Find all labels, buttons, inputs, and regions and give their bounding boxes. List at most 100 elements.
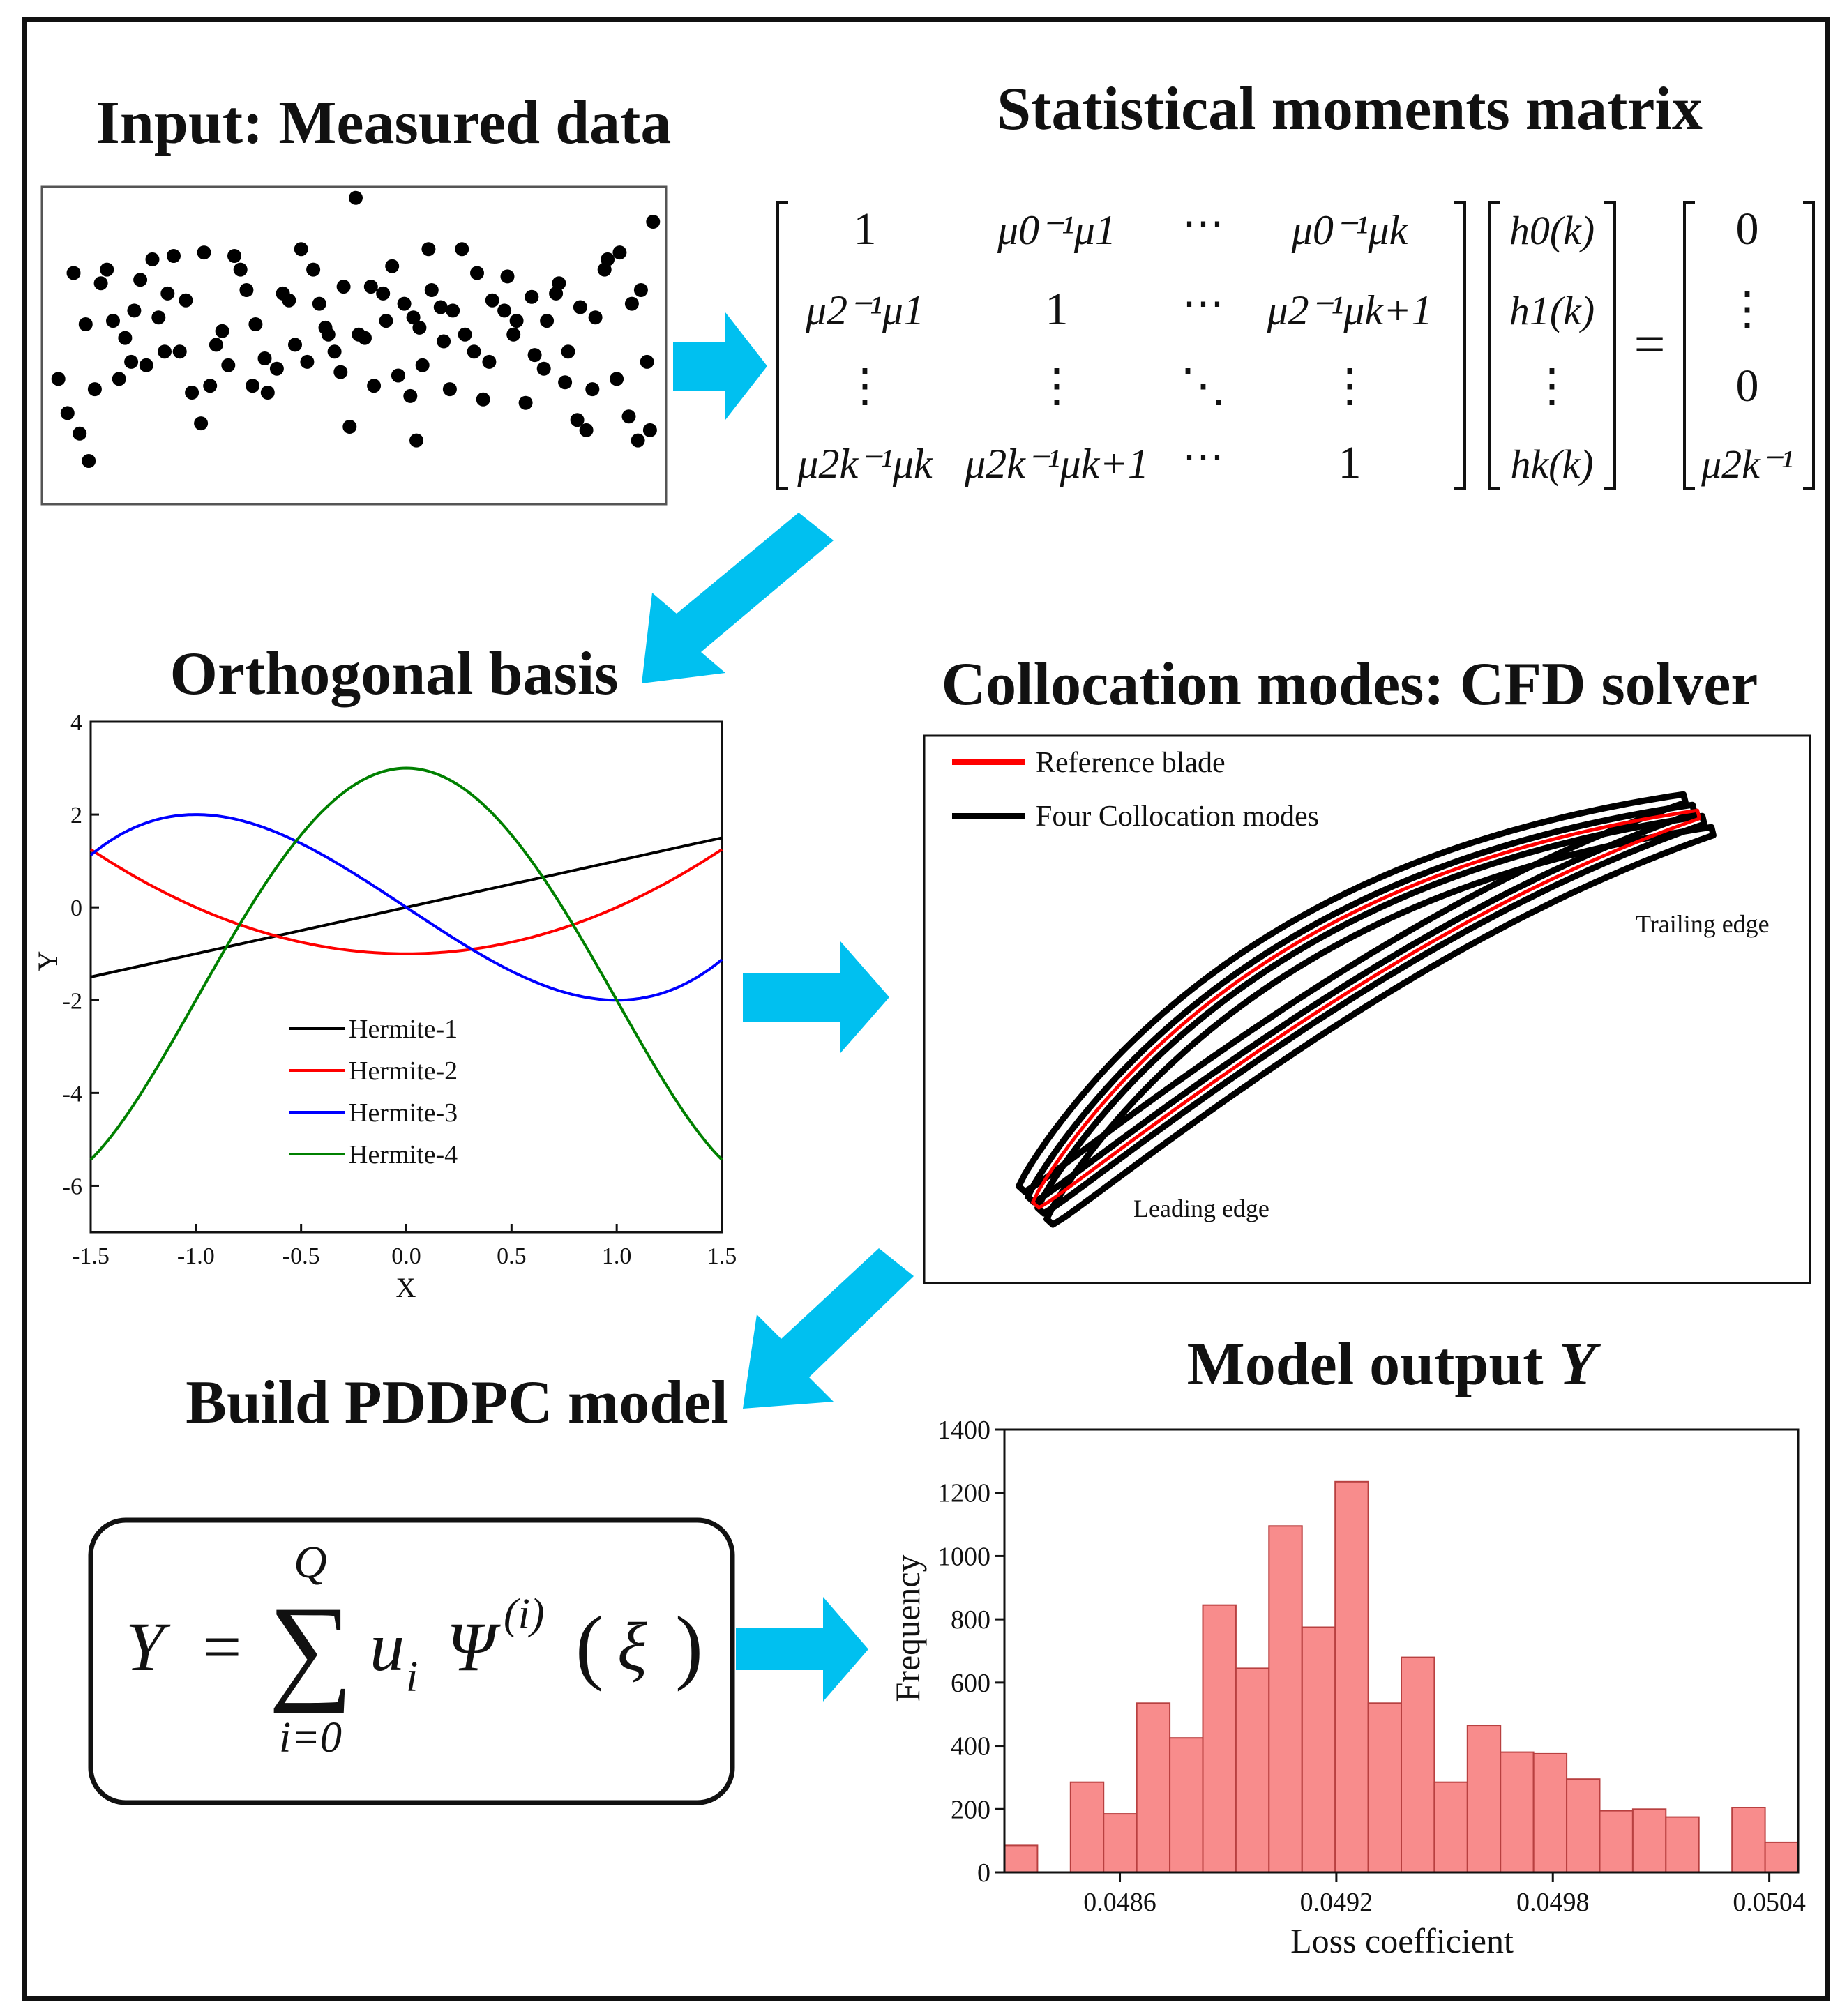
scatter-point — [500, 269, 515, 284]
hermite-legend-label: Hermite-4 — [349, 1140, 458, 1169]
scatter-point — [194, 416, 209, 431]
hermite-y-label: Y — [32, 951, 63, 971]
histogram-x-tick-label: 0.0498 — [1516, 1888, 1590, 1917]
histogram-bar — [1367, 1702, 1402, 1874]
histogram-bars — [1004, 1480, 1800, 1874]
scatter-point — [415, 358, 430, 372]
matrix-cell-1-3: μ2⁻¹μk+1 — [1266, 287, 1432, 333]
equation-psi-superscript: (i) — [504, 1591, 545, 1638]
scatter-point — [300, 354, 315, 369]
scatter-point — [518, 395, 533, 410]
histogram-chart: 0.0486 0.0492 0.0498 0.0504 0 200 400 600 800 100… — [888, 1416, 1806, 1960]
hermite-x-tick-label: 0.5 — [497, 1243, 527, 1269]
scatter-point — [485, 293, 499, 308]
blade-panel: Reference blade Four Collocation modes T… — [923, 734, 1811, 1284]
rhs-1: ⋮ — [1724, 284, 1770, 335]
scatter-point — [561, 344, 575, 359]
scatter-point — [60, 406, 75, 420]
vector-h-right-bracket — [1604, 201, 1616, 490]
histogram-bar — [1599, 1810, 1634, 1874]
matrix-equals-sign: = — [1634, 314, 1665, 375]
matrix-cell-3-1: μ2k⁻¹μk+1 — [964, 441, 1149, 487]
hermite-legend-label: Hermite-3 — [349, 1098, 458, 1128]
scatter-point — [597, 262, 612, 277]
scatter-point — [124, 354, 139, 369]
scatter-point — [570, 413, 585, 427]
basis-title: Orthogonal basis — [169, 640, 618, 708]
histogram-y-tick-label: 1400 — [937, 1416, 990, 1445]
scatter-point — [321, 327, 336, 342]
matrix-cell-0-2: ⋯ — [1182, 200, 1224, 246]
scatter-point — [106, 314, 120, 328]
scatter-point — [139, 358, 153, 372]
scatter-point — [87, 382, 102, 397]
moments-matrix: 1 μ0⁻¹μ1 ⋯ μ0⁻¹μk μ2⁻¹μ1 1 ⋯ μ2⁻¹μk+1 ⋮ … — [776, 200, 1815, 490]
arrow-cfd-to-build — [743, 1248, 914, 1409]
hermite-x-tick-label: 1.5 — [707, 1243, 737, 1269]
hermite-plot-frame — [89, 720, 723, 1234]
histogram-plot-frame — [1003, 1428, 1800, 1874]
collocation-mode-blade — [1043, 824, 1717, 1228]
output-title: Model output Y — [1187, 1331, 1601, 1398]
equation-xi: ξ — [617, 1608, 647, 1685]
equation-lhs: Y — [126, 1608, 171, 1685]
scatter-point — [525, 289, 539, 304]
scatter-point — [433, 300, 448, 314]
hermite-x-tick-label: 1.0 — [602, 1243, 632, 1269]
histogram-bar — [1268, 1525, 1303, 1874]
equation-sum-lower: i=0 — [279, 1714, 342, 1761]
scatter-point — [288, 338, 302, 352]
collocation-mode-blade — [1016, 791, 1689, 1195]
matrix-cell-1-1: 1 — [1046, 284, 1069, 335]
scatter-point — [424, 283, 439, 297]
scatter-point — [209, 338, 223, 352]
rhs-2: 0 — [1736, 361, 1759, 411]
scatter-point — [78, 317, 93, 331]
hermite-x-tick-label: -1.0 — [177, 1243, 215, 1269]
histogram-bar — [1004, 1844, 1039, 1873]
vector-h-1: h1(k) — [1509, 288, 1595, 333]
hermite-x-tick-label: -1.5 — [72, 1243, 110, 1269]
hermite-ticks: -1.5 -1.0 -0.5 0.0 0.5 1.0 1.5 4 2 0 -2 -4 -6 — [63, 710, 737, 1269]
scatter-point — [385, 259, 400, 273]
input-title: Input: Measured data — [96, 89, 672, 157]
equation-psi: Ψ — [446, 1608, 501, 1685]
vector-h-left-bracket — [1488, 201, 1500, 490]
scatter-point — [333, 365, 348, 379]
hermite-series-4 — [89, 766, 723, 1161]
histogram-bar — [1466, 1725, 1502, 1874]
scatter-point — [100, 262, 114, 277]
scatter-point — [376, 286, 391, 301]
scatter-point — [409, 433, 423, 448]
matrix-cell-1-0: μ2⁻¹μ1 — [805, 287, 924, 333]
equation-open-paren: ( — [575, 1599, 603, 1692]
hermite-chart: -1.5 -1.0 -0.5 0.0 0.5 1.0 1.5 4 2 0 -2 -4 -6 X Y He… — [32, 710, 737, 1303]
scatter-point — [342, 420, 357, 434]
histogram-y-tick-label: 1200 — [937, 1479, 990, 1508]
histogram-y-tick-label: 400 — [951, 1732, 990, 1761]
scatter-point — [624, 296, 639, 311]
scatter-point — [276, 286, 290, 301]
scatter-point — [406, 310, 421, 325]
scatter-point — [363, 280, 378, 294]
histogram-x-label: Loss coefficient — [1290, 1921, 1514, 1960]
scatter-point — [549, 286, 564, 301]
scatter-point — [118, 331, 133, 345]
flow-arrows — [642, 312, 914, 1702]
scatter-point — [585, 382, 600, 397]
scatter-point — [610, 372, 624, 386]
histogram-y-tick-label: 600 — [951, 1669, 990, 1698]
histogram-bar — [1401, 1656, 1435, 1874]
vector-h-2: ⋮ — [1529, 361, 1575, 411]
cfd-title: Collocation modes: CFD solver — [942, 651, 1758, 718]
vector-h-3: hk(k) — [1510, 441, 1593, 487]
hermite-y-tick-label: -2 — [63, 988, 82, 1014]
histogram-bar — [1136, 1702, 1171, 1874]
build-title: Build PDDPC model — [186, 1369, 728, 1437]
scatter-point — [269, 361, 284, 376]
histogram-bar — [1433, 1781, 1468, 1873]
scatter-point — [239, 283, 254, 297]
matrix-cell-3-3: 1 — [1339, 437, 1362, 488]
scatter-point — [442, 382, 457, 397]
legend-label-reference: Reference blade — [1036, 747, 1226, 779]
